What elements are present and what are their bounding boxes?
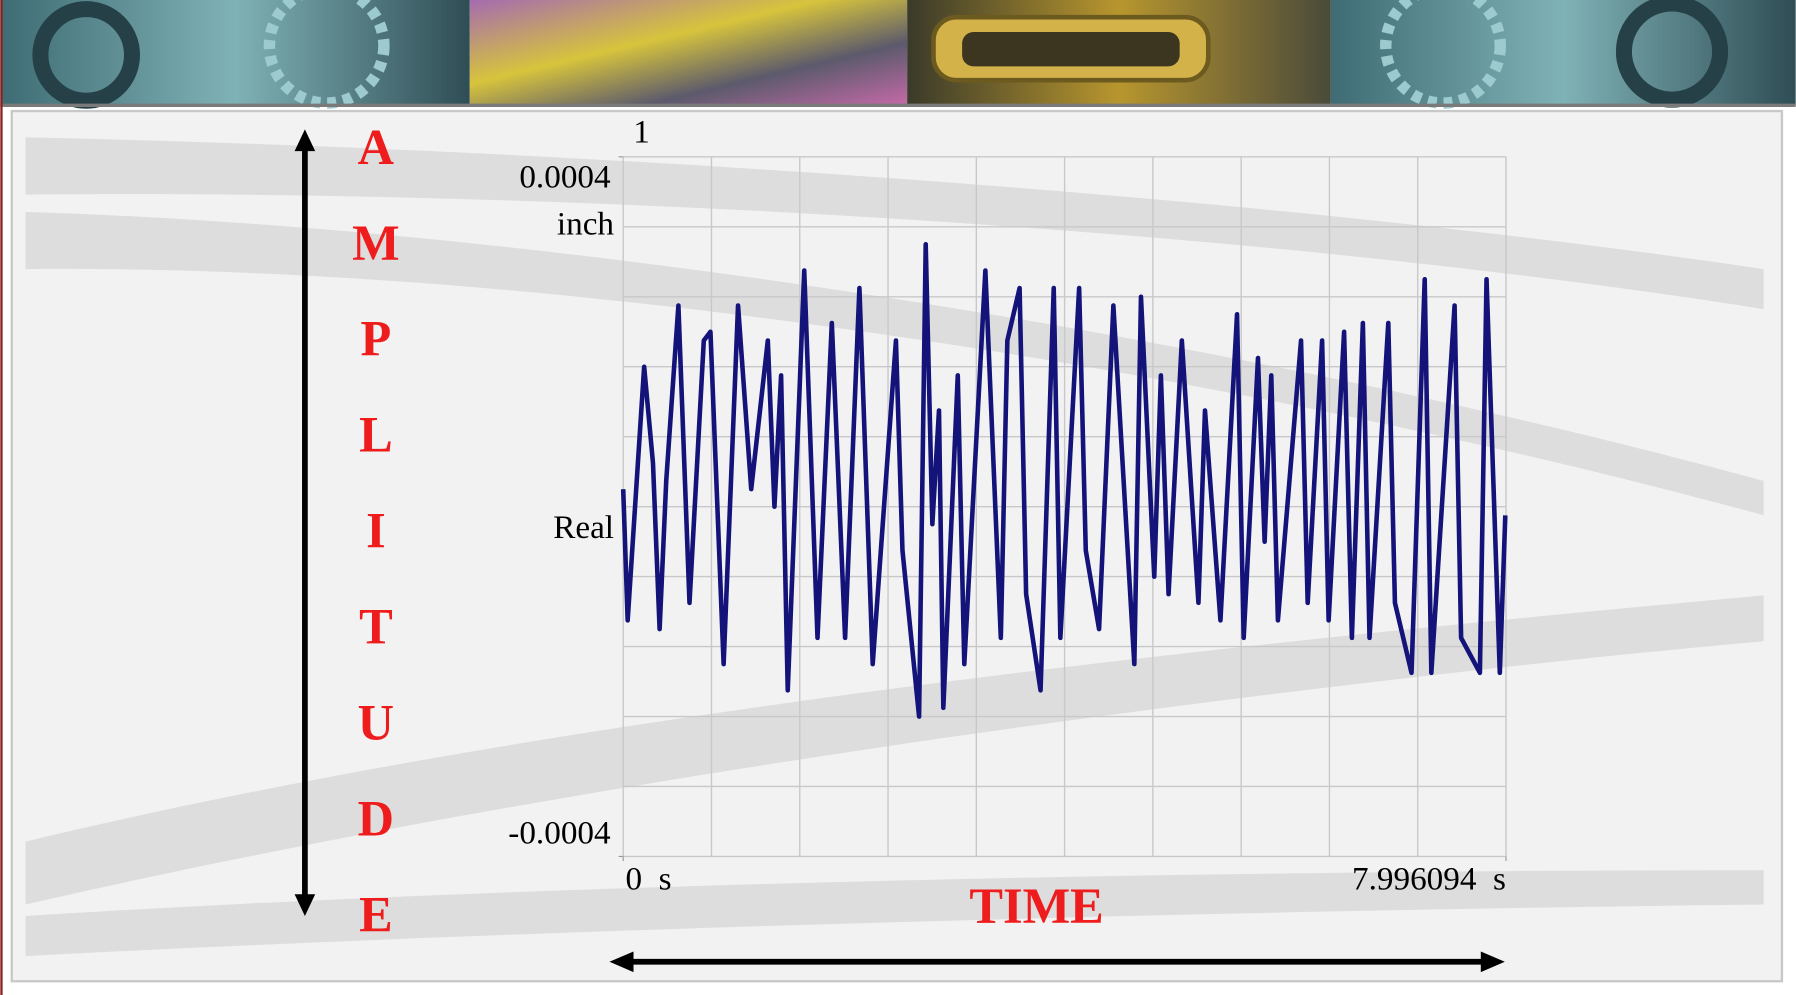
y-tick-label: 0.0004 (519, 158, 611, 195)
x-tick-label: 7.996094 s (1352, 860, 1506, 897)
time-arrow (609, 951, 1505, 973)
x-annotation: TIME (969, 878, 1103, 934)
amplitude-letter: P (360, 311, 391, 367)
trace-label: 1 (633, 114, 650, 151)
x-tick-label: 0 s (625, 860, 671, 897)
amplitude-arrow (294, 129, 316, 916)
amplitude-letter: L (359, 407, 393, 463)
amplitude-letter: T (359, 599, 393, 655)
y-unit: inch (557, 205, 615, 242)
amplitude-letter: M (352, 215, 400, 271)
y-tick-label: -0.0004 (508, 814, 611, 851)
y-axis-label: Real (553, 509, 614, 546)
amplitude-letter: I (366, 503, 386, 559)
amplitude-letter: A (358, 119, 394, 175)
amplitude-letter: E (359, 886, 393, 942)
amplitude-letter: U (358, 695, 394, 751)
header-banner (0, 0, 1796, 109)
signal-line (620, 242, 1508, 719)
amplitude-letter: D (358, 791, 394, 847)
